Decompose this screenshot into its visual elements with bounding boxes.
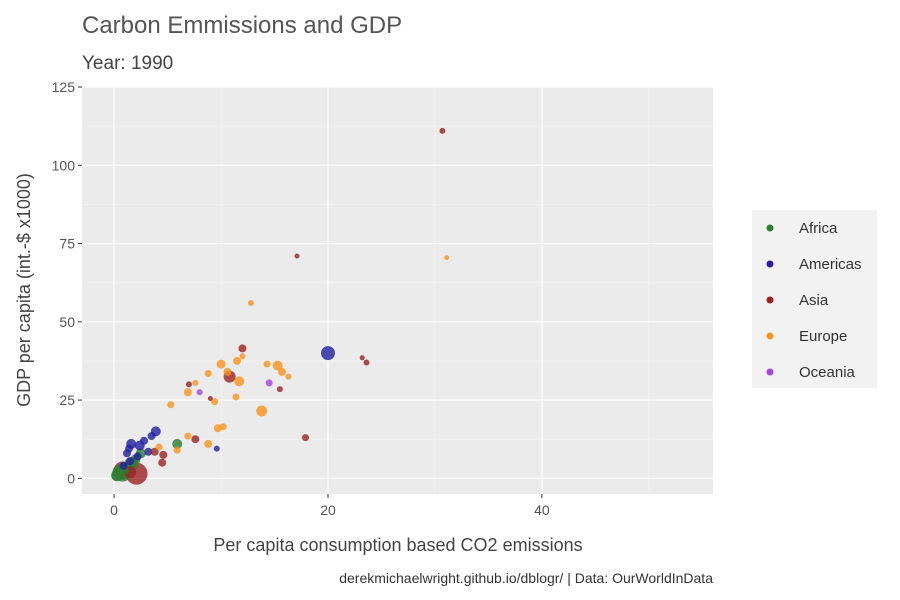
data-point-europe bbox=[192, 379, 199, 386]
data-point-europe bbox=[183, 388, 192, 397]
data-point-europe bbox=[234, 376, 245, 387]
data-point-americas bbox=[133, 452, 142, 461]
data-point-africa bbox=[111, 470, 122, 481]
y-axis: 0 25 50 75 100 125 bbox=[52, 79, 82, 486]
data-point-americas bbox=[119, 461, 128, 470]
legend-label-europe: Europe bbox=[799, 328, 847, 345]
legend: Africa Americas Asia Europe Oceania bbox=[752, 210, 877, 388]
data-point-asia bbox=[359, 355, 365, 361]
data-point-americas bbox=[147, 432, 156, 441]
data-point-asia bbox=[302, 434, 310, 442]
y-tick-label: 100 bbox=[52, 157, 76, 173]
data-point-europe bbox=[204, 439, 213, 448]
data-point-asia bbox=[158, 458, 167, 467]
legend-key-oceania bbox=[766, 368, 774, 376]
data-point-asia bbox=[185, 381, 192, 388]
data-point-europe bbox=[184, 432, 192, 440]
data-point-europe bbox=[263, 360, 271, 368]
data-point-americas bbox=[144, 447, 153, 456]
y-axis-title: GDP per capita (int.-$ x1000) bbox=[14, 173, 34, 407]
x-tick-label: 20 bbox=[320, 502, 336, 518]
grid-lines bbox=[82, 86, 713, 494]
legend-label-americas: Americas bbox=[799, 256, 862, 273]
data-point-americas bbox=[126, 457, 135, 466]
data-point-americas bbox=[320, 346, 335, 361]
data-point-europe bbox=[173, 446, 181, 454]
data-point-americas bbox=[125, 444, 134, 453]
data-point-asia bbox=[363, 359, 370, 366]
data-point-europe bbox=[233, 356, 242, 365]
data-point-africa bbox=[172, 438, 183, 449]
legend-label-oceania: Oceania bbox=[799, 364, 856, 381]
data-point-oceania bbox=[196, 389, 203, 396]
data-points bbox=[111, 127, 450, 485]
legend-key-americas bbox=[766, 260, 774, 268]
data-point-europe bbox=[285, 373, 292, 380]
data-point-americas bbox=[140, 436, 149, 445]
data-point-asia bbox=[294, 253, 300, 259]
data-point-americas bbox=[213, 445, 220, 452]
data-point-asia bbox=[238, 344, 247, 353]
legend-label-asia: Asia bbox=[799, 292, 829, 309]
legend-key-europe bbox=[766, 332, 774, 340]
x-axis-title: Per capita consumption based CO2 emissio… bbox=[213, 535, 582, 555]
data-point-asia bbox=[276, 386, 283, 393]
chart-subtitle: Year: 1990 bbox=[82, 53, 173, 74]
data-point-asia bbox=[207, 396, 213, 402]
chart-caption: derekmichaelwright.github.io/dblogr/ | D… bbox=[339, 570, 713, 586]
data-point-europe bbox=[167, 401, 175, 409]
data-point-europe bbox=[219, 423, 227, 431]
y-tick-label: 25 bbox=[59, 392, 75, 408]
legend-key-africa bbox=[766, 224, 774, 232]
y-tick-label: 125 bbox=[52, 79, 76, 95]
data-point-oceania bbox=[265, 379, 273, 387]
data-point-europe bbox=[204, 369, 212, 377]
data-point-europe bbox=[223, 367, 232, 376]
chart-title: Carbon Emmissions and GDP bbox=[82, 12, 402, 39]
plot-panel bbox=[82, 87, 713, 494]
x-tick-label: 40 bbox=[534, 502, 550, 518]
data-point-europe bbox=[211, 398, 219, 406]
data-point-asia bbox=[439, 127, 446, 134]
data-point-asia bbox=[150, 447, 159, 456]
data-point-europe bbox=[272, 360, 283, 371]
legend-label-africa: Africa bbox=[799, 220, 838, 237]
data-point-europe bbox=[155, 443, 163, 451]
data-point-europe bbox=[239, 353, 246, 360]
data-point-asia bbox=[191, 435, 200, 444]
x-tick-label: 0 bbox=[110, 502, 118, 518]
data-point-asia bbox=[159, 450, 168, 459]
legend-key-asia bbox=[766, 296, 774, 304]
data-point-europe bbox=[256, 405, 268, 417]
data-point-europe bbox=[216, 359, 226, 369]
data-point-europe bbox=[232, 393, 240, 401]
data-point-europe bbox=[444, 255, 450, 261]
data-point-europe bbox=[277, 367, 286, 376]
y-tick-label: 50 bbox=[59, 314, 75, 330]
data-point-europe bbox=[247, 300, 254, 307]
y-tick-label: 0 bbox=[67, 470, 75, 486]
x-axis: 0 20 40 bbox=[110, 494, 550, 518]
y-tick-label: 75 bbox=[59, 236, 75, 252]
